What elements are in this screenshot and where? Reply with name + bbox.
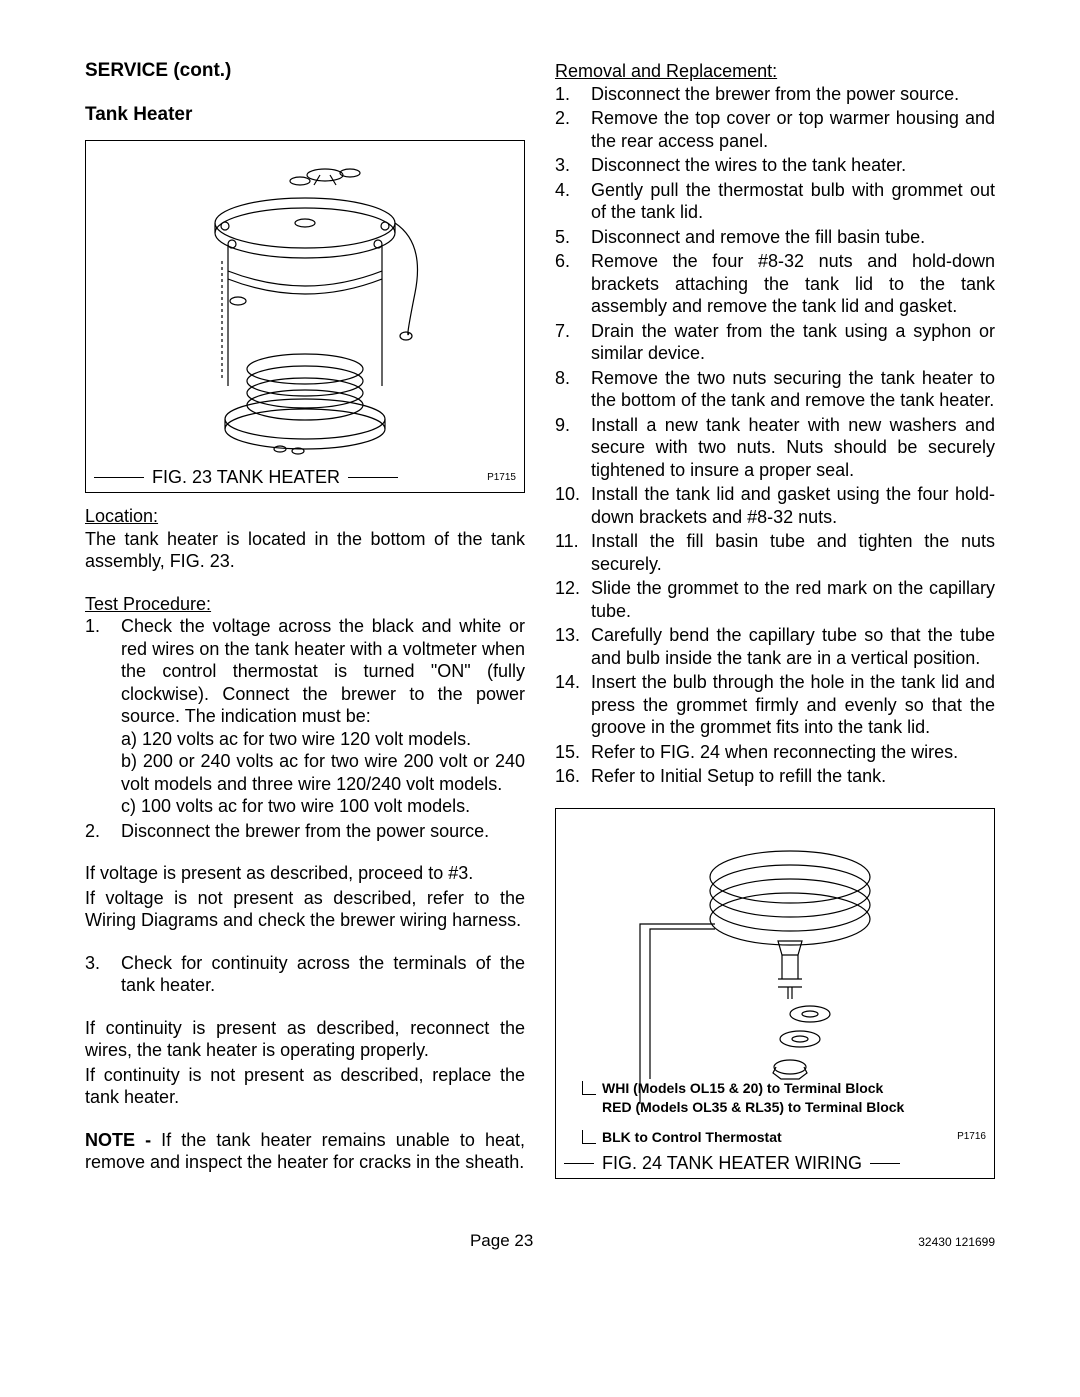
step-number: 6.	[555, 250, 591, 318]
test-step-1c: c) 100 volts ac for two wire 100 volt mo…	[121, 796, 470, 816]
test-heading: Test Procedure:	[85, 594, 211, 614]
removal-s13: Carefully bend the capillary tube so tha…	[591, 624, 995, 669]
step-number: 2.	[555, 107, 591, 152]
step-number: 14.	[555, 671, 591, 739]
removal-s12: Slide the grommet to the red mark on the…	[591, 577, 995, 622]
figure-24-drawing	[564, 819, 986, 1109]
figure-24-caption: FIG. 24 TANK HEATER WIRING	[602, 1153, 862, 1174]
note-label: NOTE -	[85, 1130, 161, 1150]
tank-heater-diagram-icon	[170, 151, 440, 461]
doc-number: 32430 121699	[918, 1235, 995, 1249]
step-number: 11.	[555, 530, 591, 575]
page-number: Page 23	[470, 1231, 533, 1251]
test-step-1b: b) 200 or 240 volts ac for two wire 200 …	[121, 751, 525, 794]
removal-s2: Remove the top cover or top warmer housi…	[591, 107, 995, 152]
removal-s10: Install the tank lid and gasket using th…	[591, 483, 995, 528]
test-after12a: If voltage is present as described, proc…	[85, 862, 525, 885]
step-number: 3.	[85, 952, 121, 997]
fig24-label2: RED (Models OL35 & RL35) to Terminal Blo…	[602, 1098, 904, 1118]
step-number: 8.	[555, 367, 591, 412]
fig24-label1: WHI (Models OL15 & 20) to Terminal Block	[602, 1079, 883, 1099]
figure-23-caption: FIG. 23 TANK HEATER	[152, 467, 340, 488]
removal-s7: Drain the water from the tank using a sy…	[591, 320, 995, 365]
location-text: The tank heater is located in the bottom…	[85, 528, 525, 573]
test-after3b: If continuity is not present as describe…	[85, 1064, 525, 1109]
fig24-label3: BLK to Control Thermostat	[602, 1128, 782, 1148]
removal-s11: Install the fill basin tube and tighten …	[591, 530, 995, 575]
step-number: 4.	[555, 179, 591, 224]
figure-24-partnum: P1716	[957, 1130, 986, 1144]
section-heading: SERVICE (cont.)	[85, 60, 525, 82]
figure-23-drawing	[94, 151, 516, 461]
test-step-1a: a) 120 volts ac for two wire 120 volt mo…	[121, 729, 471, 749]
step-number: 13.	[555, 624, 591, 669]
step-number: 10.	[555, 483, 591, 528]
step-number: 7.	[555, 320, 591, 365]
step-number: 1.	[555, 83, 591, 106]
subsection-heading: Tank Heater	[85, 104, 525, 126]
figure-23-partnum: P1715	[487, 472, 516, 483]
figure-23-box: FIG. 23 TANK HEATER P1715	[85, 140, 525, 493]
test-after12b: If voltage is not present as described, …	[85, 887, 525, 932]
step-number: 15.	[555, 741, 591, 764]
removal-s8: Remove the two nuts securing the tank he…	[591, 367, 995, 412]
removal-s15: Refer to FIG. 24 when reconnecting the w…	[591, 741, 995, 764]
removal-s3: Disconnect the wires to the tank heater.	[591, 154, 995, 177]
note-paragraph: NOTE - If the tank heater remains unable…	[85, 1129, 525, 1174]
removal-s1: Disconnect the brewer from the power sou…	[591, 83, 995, 106]
step-number: 12.	[555, 577, 591, 622]
removal-heading: Removal and Replacement:	[555, 61, 777, 81]
test-step-3: Check for continuity across the terminal…	[121, 952, 525, 997]
removal-s6: Remove the four #8-32 nuts and hold-down…	[591, 250, 995, 318]
removal-s16: Refer to Initial Setup to refill the tan…	[591, 765, 995, 788]
test-step-1: Check the voltage across the black and w…	[121, 616, 525, 726]
tank-heater-wiring-icon	[610, 829, 940, 1109]
step-number: 5.	[555, 226, 591, 249]
removal-s4: Gently pull the thermostat bulb with gro…	[591, 179, 995, 224]
figure-24-box: WHI (Models OL15 & 20) to Terminal Block…	[555, 808, 995, 1180]
step-number: 16.	[555, 765, 591, 788]
test-step-2: Disconnect the brewer from the power sou…	[121, 820, 525, 843]
removal-s14: Insert the bulb through the hole in the …	[591, 671, 995, 739]
removal-s9: Install a new tank heater with new washe…	[591, 414, 995, 482]
removal-s5: Disconnect and remove the fill basin tub…	[591, 226, 995, 249]
step-number: 2.	[85, 820, 121, 843]
test-after3a: If continuity is present as described, r…	[85, 1017, 525, 1062]
step-number: 9.	[555, 414, 591, 482]
location-heading: Location:	[85, 506, 158, 526]
step-number: 3.	[555, 154, 591, 177]
step-number: 1.	[85, 615, 121, 818]
